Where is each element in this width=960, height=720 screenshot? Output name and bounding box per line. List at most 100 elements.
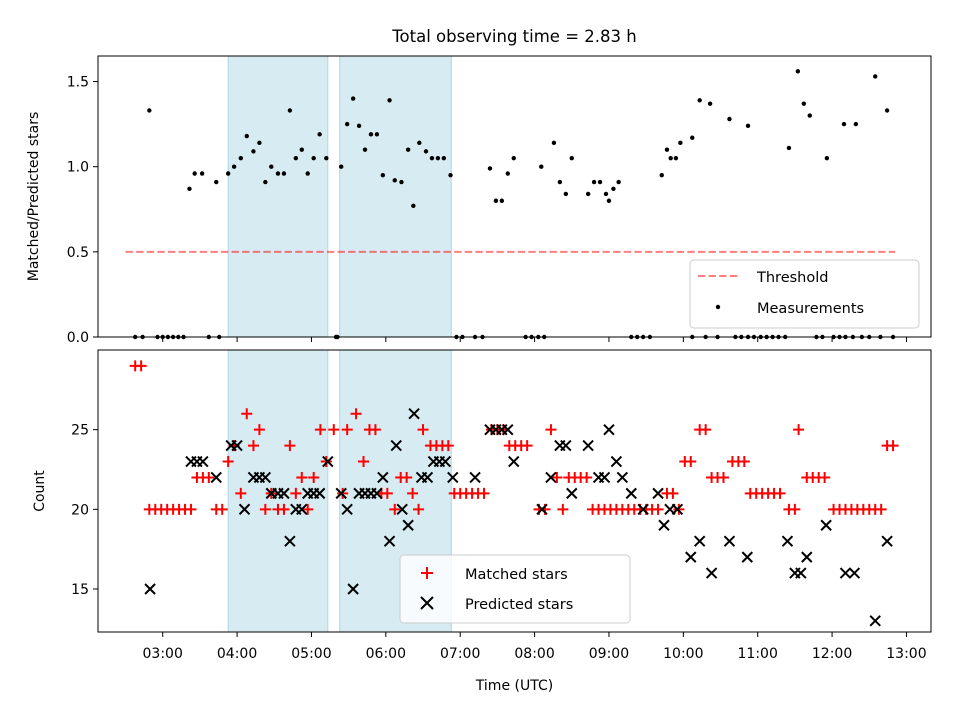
bottom-legend: Matched stars Predicted stars <box>399 554 631 624</box>
measurement-point <box>293 155 299 161</box>
matched-star-marker <box>320 456 332 468</box>
y-tick-label: 0.0 <box>67 330 89 346</box>
matched-star-marker <box>413 503 425 515</box>
measurement-point <box>591 179 597 185</box>
bottom-y-ticks: 15 20 25 <box>71 423 98 598</box>
x-tick-label: 05:00 <box>291 646 331 662</box>
predicted-star-marker <box>296 503 308 516</box>
x-tick-label: 09:00 <box>589 646 629 662</box>
y-tick-label: 0.5 <box>67 245 89 261</box>
matched-star-marker <box>417 424 429 436</box>
matched-star-marker <box>819 471 831 483</box>
top-axes-frame <box>97 55 932 338</box>
predicted-star-marker <box>502 423 514 436</box>
measurement-point <box>557 179 563 185</box>
measurement-point <box>597 179 603 185</box>
matched-star-marker <box>296 471 308 483</box>
predicted-star-marker <box>335 487 347 500</box>
matched-star-marker <box>793 424 805 436</box>
measurement-point <box>275 171 281 176</box>
predicted-star-marker <box>508 455 520 468</box>
measurement-point <box>380 173 386 178</box>
predicted-star-marker <box>610 455 623 468</box>
measurement-point <box>317 132 322 137</box>
measurement-point <box>305 171 310 176</box>
x-tick-label: 12:00 <box>812 646 852 662</box>
predicted-star-marker <box>408 408 420 420</box>
matched-star-marker <box>241 408 253 420</box>
legend-predicted-swatch <box>420 596 434 610</box>
predicted-star-marker <box>560 439 572 452</box>
matched-star-marker <box>302 503 314 515</box>
predicted-star-marker <box>598 471 611 484</box>
measurement-point <box>344 121 350 127</box>
top-y-axis-label: Matched/Predicted stars <box>26 112 42 282</box>
predicted-star-marker <box>658 519 670 531</box>
measurement-point <box>853 121 859 127</box>
predicted-star-marker <box>723 535 736 547</box>
legend-threshold-label: Threshold <box>756 270 828 286</box>
measurement-point <box>585 191 591 197</box>
matched-star-marker <box>478 487 490 499</box>
x-tick-label: 10:00 <box>663 646 703 662</box>
observing-interval <box>227 349 329 633</box>
predicted-star-marker <box>685 551 697 563</box>
x-tick-label: 04:00 <box>217 646 257 662</box>
matched-star-marker <box>774 487 786 499</box>
measurement-point <box>551 140 557 146</box>
matched-star-marker <box>216 503 228 515</box>
matched-star-marker <box>328 424 340 436</box>
measurement-point <box>287 108 293 113</box>
predicted-star-marker <box>313 487 326 500</box>
measurement-point <box>324 155 329 161</box>
matched-star-marker <box>685 456 697 468</box>
predicted-star-marker <box>839 567 852 579</box>
matched-star-marker <box>381 487 393 499</box>
y-tick-label: 1.5 <box>67 75 89 91</box>
measurement-point <box>611 186 616 192</box>
predicted-star-marker <box>347 583 359 595</box>
predicted-star-marker <box>371 487 383 500</box>
predicted-star-markers <box>144 408 893 627</box>
predicted-star-marker <box>781 535 794 547</box>
predicted-star-marker <box>396 503 408 516</box>
measurement-point <box>269 164 274 169</box>
measurement-point <box>539 164 544 169</box>
legend-predicted-label: Predicted stars <box>465 597 573 613</box>
predicted-star-marker <box>625 487 637 500</box>
measurement-point <box>668 155 673 161</box>
measurement-point <box>356 123 362 129</box>
measurement-point <box>423 149 429 154</box>
predicted-star-marker <box>637 503 649 516</box>
predicted-star-marker <box>820 519 832 531</box>
top-legend-box <box>689 259 920 329</box>
matched-star-marker <box>314 424 326 436</box>
measurement-point <box>824 155 830 161</box>
measurement-point <box>493 198 499 203</box>
matched-star-marker <box>652 503 664 515</box>
matched-star-marker <box>337 487 349 499</box>
top-shaded-regions <box>227 55 452 338</box>
matched-star-marker <box>259 503 271 515</box>
matched-star-marker <box>673 503 685 515</box>
measurement-point <box>362 147 368 152</box>
predicted-star-marker <box>869 615 881 627</box>
measurement-point <box>664 147 670 152</box>
measurement-point <box>368 132 374 137</box>
measurement-point <box>786 145 792 151</box>
predicted-star-marker <box>284 535 296 547</box>
bottom-y-axis-label: Count <box>32 470 48 512</box>
matched-star-marker <box>389 503 401 515</box>
predicted-star-marker <box>322 455 334 468</box>
matched-star-marker <box>557 503 569 515</box>
matched-star-markers <box>129 360 899 515</box>
measurement-point <box>569 155 574 161</box>
measurement-point <box>429 155 435 161</box>
bottom-legend-box <box>399 554 631 624</box>
predicted-star-marker <box>421 471 434 484</box>
predicted-star-marker <box>545 471 557 484</box>
measurement-point <box>387 98 392 103</box>
matched-star-marker <box>875 503 887 515</box>
predicted-star-marker <box>705 567 718 579</box>
